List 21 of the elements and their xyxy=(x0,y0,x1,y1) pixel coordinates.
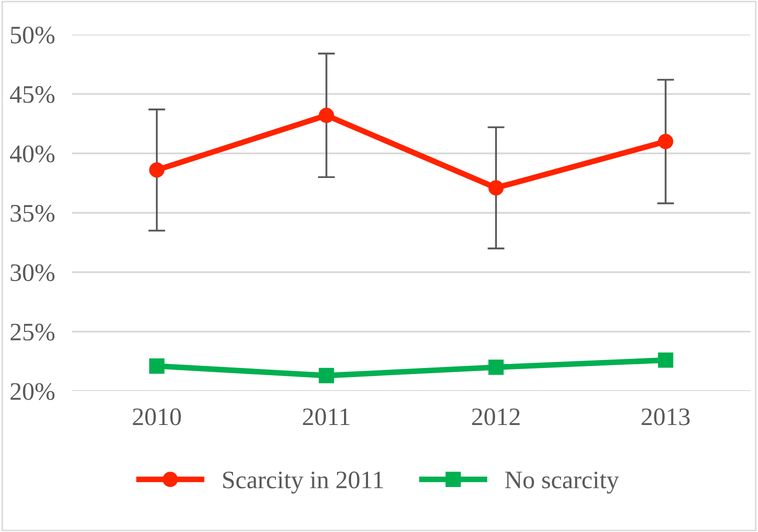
legend-label: Scarcity in 2011 xyxy=(223,472,383,494)
x-tick-label: 2012 xyxy=(472,408,520,426)
x-tick-label: 2011 xyxy=(302,408,350,426)
y-tick-label: 35% xyxy=(10,204,54,222)
point xyxy=(318,368,334,384)
y-tick-label: 25% xyxy=(10,324,54,341)
y-tick-label: 50% xyxy=(10,26,54,44)
point xyxy=(149,358,164,374)
y-tick-label: 20% xyxy=(10,383,54,400)
point xyxy=(318,108,334,124)
legend-label: No scarcity xyxy=(505,472,619,494)
point xyxy=(488,180,504,196)
x-tick-label: 2013 xyxy=(642,408,690,426)
point xyxy=(658,352,674,368)
point xyxy=(488,360,504,375)
y-tick-label: 30% xyxy=(10,264,54,282)
y-tick-label: 40% xyxy=(10,145,54,162)
y-tick-label: 45% xyxy=(10,86,54,103)
point xyxy=(658,134,674,150)
x-tick-label: 2010 xyxy=(132,408,181,426)
point xyxy=(149,162,164,178)
